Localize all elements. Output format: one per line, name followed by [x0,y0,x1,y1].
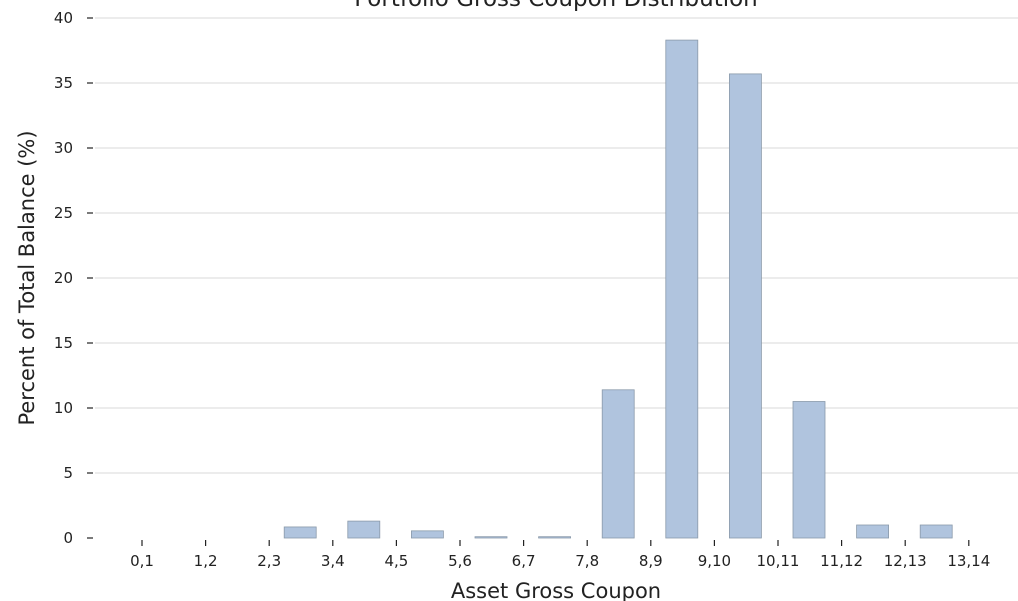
x-tick-label: 7,8 [575,552,599,570]
bar [410,530,444,539]
bar [601,389,635,539]
y-tick-label: 30 [54,139,73,157]
chart-title: Portfolio Gross Coupon Distribution [354,0,758,12]
y-tick-label: 40 [54,9,73,27]
x-tick-label: 9,10 [698,552,731,570]
x-axis-label: Asset Gross Coupon [451,579,661,601]
x-axis: 0,1 1,2 2,3 3,4 4,5 5,6 6,7 7,8 8,9 9,10 10,11 11,1… [130,540,990,570]
bar [538,536,571,539]
x-tick-label: 13,14 [947,552,990,570]
bar [729,73,762,539]
y-tick-label: 15 [54,334,73,352]
bars [283,39,953,539]
bar [347,520,381,539]
y-tick-label: 35 [54,74,73,92]
y-tick-label: 25 [54,204,73,222]
gridlines [95,17,1018,474]
bar [665,39,699,539]
y-tick-label: 0 [63,529,73,547]
bar [792,401,826,539]
x-tick-label: 10,11 [757,552,800,570]
bar [283,526,317,539]
y-tick-label: 10 [54,399,73,417]
x-tick-label: 8,9 [639,552,663,570]
y-tick-label: 20 [54,269,73,287]
x-tick-label: 6,7 [512,552,536,570]
x-tick-label: 11,12 [820,552,863,570]
x-tick-label: 4,5 [384,552,408,570]
bar [919,524,953,539]
y-axis: 0 5 10 15 20 25 30 35 40 [54,9,93,547]
x-tick-label: 12,13 [884,552,927,570]
x-tick-label: 0,1 [130,552,154,570]
x-tick-label: 3,4 [321,552,345,570]
y-axis-label: Percent of Total Balance (%) [15,130,39,425]
bar [856,524,889,539]
bar [474,536,508,539]
x-tick-label: 2,3 [257,552,281,570]
x-tick-label: 5,6 [448,552,472,570]
y-tick-label: 5 [63,464,73,482]
x-tick-label: 1,2 [194,552,218,570]
